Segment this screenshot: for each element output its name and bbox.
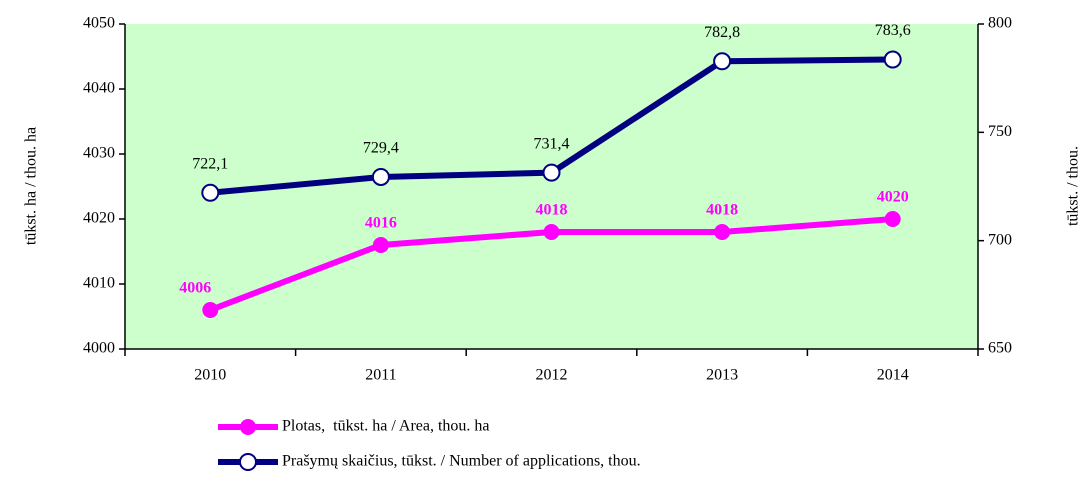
y-tick-label: 4010 <box>83 275 115 292</box>
value-label: 4018 <box>706 202 738 219</box>
y2-tick-label: 800 <box>988 15 1012 32</box>
value-label: 4016 <box>365 215 397 232</box>
point <box>884 211 901 227</box>
y-tick-label: 4040 <box>83 80 115 97</box>
value-label: 4020 <box>877 189 909 206</box>
point <box>372 237 389 253</box>
x-tick-label: 2011 <box>365 367 396 384</box>
value-label: 731,4 <box>534 135 570 152</box>
y-tick-label: 4030 <box>83 145 115 162</box>
point <box>371 167 390 186</box>
legend-label: Prašymų skaičius, tūkst. / Number of app… <box>282 453 641 470</box>
legend-label: Plotas, tūkst. ha / Area, thou. ha <box>282 418 490 435</box>
y2-tick-label: 750 <box>988 123 1012 140</box>
value-label: 4018 <box>536 202 568 219</box>
y-axis-label: tūkst. ha / thou. ha <box>23 127 40 245</box>
y2-axis-label: tūkst. / thou. <box>1065 146 1082 226</box>
legend-marker <box>239 453 257 471</box>
x-tick-label: 2013 <box>706 367 738 384</box>
point <box>714 224 731 240</box>
y-tick-label: 4020 <box>83 210 115 227</box>
y2-tick-label: 700 <box>988 231 1012 248</box>
value-label: 4006 <box>179 280 211 297</box>
y2-tick-label: 650 <box>988 340 1012 357</box>
point <box>713 52 732 71</box>
point <box>201 183 220 202</box>
y-tick-label: 4050 <box>83 15 115 32</box>
value-label: 782,8 <box>704 24 740 41</box>
value-label: 783,6 <box>875 22 911 39</box>
point <box>543 224 560 240</box>
legend-marker <box>240 419 256 435</box>
y-tick-label: 4000 <box>83 340 115 357</box>
value-label: 722,1 <box>192 155 228 172</box>
point <box>542 163 561 182</box>
x-tick-label: 2014 <box>877 367 909 384</box>
x-tick-label: 2012 <box>536 367 568 384</box>
x-tick-label: 2010 <box>194 367 226 384</box>
point <box>202 302 219 318</box>
point <box>883 50 902 69</box>
value-label: 729,4 <box>363 140 399 157</box>
